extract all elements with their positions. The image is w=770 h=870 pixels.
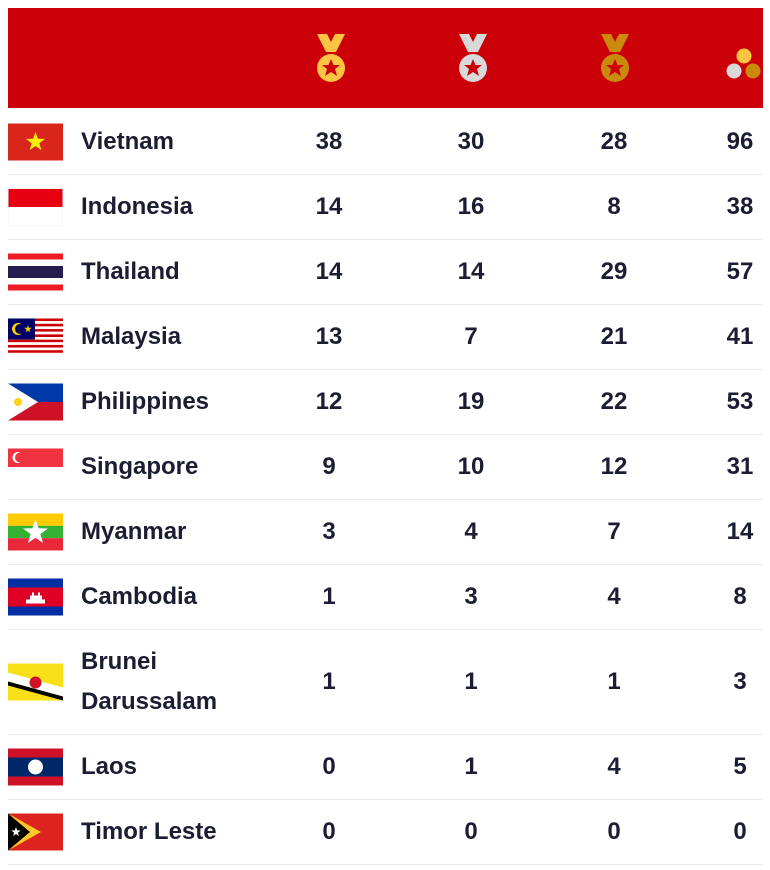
bronze-count: 21 bbox=[600, 323, 628, 350]
table-row: Philippines 12 19 22 53 bbox=[8, 370, 763, 435]
gold-count: 14 bbox=[315, 258, 343, 285]
country-name: Singapore bbox=[81, 453, 199, 480]
total-count: 0 bbox=[733, 818, 747, 845]
table-row: Laos 0 1 4 5 bbox=[8, 735, 763, 800]
gold-count: 0 bbox=[322, 753, 336, 780]
bronze-count: 12 bbox=[600, 453, 628, 480]
flag-id-icon bbox=[8, 188, 63, 226]
flag-ph-icon bbox=[8, 383, 63, 421]
table-row: Vietnam 38 30 28 96 bbox=[8, 110, 763, 175]
country-name: Vietnam bbox=[81, 128, 174, 155]
table-row: Indonesia 14 16 8 38 bbox=[8, 175, 763, 240]
silver-count: 7 bbox=[464, 323, 478, 350]
gold-count: 1 bbox=[322, 583, 336, 610]
total-count: 57 bbox=[726, 258, 754, 285]
gold-count: 0 bbox=[322, 818, 336, 845]
flag-la-icon bbox=[8, 748, 63, 786]
country-name: Laos bbox=[81, 753, 138, 780]
table-row: Thailand 14 14 29 57 bbox=[8, 240, 763, 305]
total-count: 5 bbox=[733, 753, 747, 780]
bronze-count: 4 bbox=[607, 753, 621, 780]
flag-kh-icon bbox=[8, 578, 63, 616]
flag-th-icon bbox=[8, 253, 63, 291]
gold-count: 13 bbox=[315, 323, 343, 350]
table-header bbox=[8, 8, 763, 108]
country-name: Malaysia bbox=[81, 323, 182, 350]
gold-count: 1 bbox=[322, 668, 336, 695]
silver-count: 19 bbox=[457, 388, 485, 415]
gold-count: 12 bbox=[315, 388, 343, 415]
total-medals-icon bbox=[726, 48, 761, 79]
total-count: 14 bbox=[726, 518, 754, 545]
silver-medal-icon bbox=[459, 34, 487, 82]
total-count: 96 bbox=[726, 128, 754, 155]
bronze-count: 7 bbox=[607, 518, 621, 545]
gold-count: 3 bbox=[322, 518, 336, 545]
gold-count: 9 bbox=[322, 453, 336, 480]
total-count: 53 bbox=[726, 388, 754, 415]
country-name: Cambodia bbox=[81, 583, 198, 610]
bronze-count: 8 bbox=[607, 193, 621, 220]
country-name: Philippines bbox=[81, 388, 210, 415]
bronze-count: 1 bbox=[607, 668, 621, 695]
bronze-count: 0 bbox=[607, 818, 621, 845]
bronze-count: 29 bbox=[600, 258, 628, 285]
flag-mm-icon bbox=[8, 513, 63, 551]
total-count: 41 bbox=[726, 323, 754, 350]
flag-vn-icon bbox=[8, 123, 63, 161]
bronze-count: 28 bbox=[600, 128, 628, 155]
table-row: Cambodia 1 3 4 8 bbox=[8, 565, 763, 630]
silver-count: 1 bbox=[464, 753, 478, 780]
country-name: Brunei Darussalam bbox=[81, 648, 218, 715]
table-row: Malaysia 13 7 21 41 bbox=[8, 305, 763, 370]
flag-bn-icon bbox=[8, 663, 63, 701]
silver-count: 0 bbox=[464, 818, 478, 845]
silver-count: 16 bbox=[457, 193, 485, 220]
total-count: 8 bbox=[733, 583, 747, 610]
bronze-count: 4 bbox=[607, 583, 621, 610]
table-row: Myanmar 3 4 7 14 bbox=[8, 500, 763, 565]
gold-count: 38 bbox=[315, 128, 343, 155]
total-count: 3 bbox=[733, 668, 747, 695]
table-body: Vietnam 38 30 28 96 Indonesia 14 16 8 38… bbox=[8, 110, 763, 865]
silver-count: 3 bbox=[464, 583, 478, 610]
bronze-medal-icon bbox=[601, 34, 629, 82]
country-name: Indonesia bbox=[81, 193, 194, 220]
flag-tl-icon bbox=[8, 813, 63, 851]
silver-count: 10 bbox=[457, 453, 485, 480]
gold-medal-icon bbox=[317, 34, 345, 82]
silver-count: 1 bbox=[464, 668, 478, 695]
total-count: 38 bbox=[726, 193, 754, 220]
silver-count: 14 bbox=[457, 258, 485, 285]
table-row: Timor Leste 0 0 0 0 bbox=[8, 800, 763, 865]
table-row: Singapore 9 10 12 31 bbox=[8, 435, 763, 500]
country-name: Myanmar bbox=[81, 518, 187, 545]
country-name: Thailand bbox=[81, 258, 180, 285]
flag-my-icon bbox=[8, 318, 63, 356]
total-count: 31 bbox=[726, 453, 754, 480]
bronze-count: 22 bbox=[600, 388, 628, 415]
table-row: Brunei Darussalam 1 1 1 3 bbox=[8, 630, 763, 735]
gold-count: 14 bbox=[315, 193, 343, 220]
silver-count: 30 bbox=[457, 128, 485, 155]
country-name: Timor Leste bbox=[81, 818, 217, 845]
silver-count: 4 bbox=[464, 518, 478, 545]
flag-sg-icon bbox=[8, 448, 63, 486]
